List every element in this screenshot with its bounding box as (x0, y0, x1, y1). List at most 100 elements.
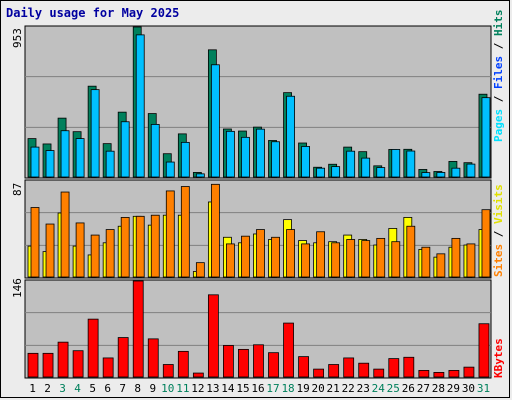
x-tick-label: 18 (281, 382, 295, 395)
x-tick-label: 12 (191, 382, 205, 395)
kbytes-bar (27, 352, 39, 378)
sites-bar (105, 229, 115, 278)
visits-max-label: 87 (11, 182, 24, 196)
files-bar (391, 149, 401, 178)
legend-pages: Pages (492, 108, 505, 142)
kbytes-bar (283, 322, 294, 378)
x-tick-label: 29 (446, 382, 461, 395)
files-bar (165, 161, 175, 178)
x-tick-label: 30 (461, 382, 476, 395)
files-bar (45, 150, 55, 178)
hits-max-label: 953 (11, 28, 24, 48)
files-bar (241, 136, 250, 178)
sites-bar (391, 241, 401, 278)
sites-bar (195, 262, 205, 278)
kbytes-bar (117, 337, 129, 378)
x-tick-label: 3 (59, 382, 66, 395)
kbytes-bar (238, 348, 249, 378)
legend-sep-1: / (492, 89, 505, 109)
kbytes-bar (162, 364, 174, 378)
sites-bar (436, 253, 446, 278)
x-tick-label: 24 (371, 382, 385, 395)
kbytes-bar (433, 371, 445, 378)
sites-bar (30, 207, 40, 278)
x-tick-label: 23 (356, 382, 370, 395)
kbytes-bar (72, 350, 84, 378)
kbytes-bar (343, 357, 355, 378)
sites-bar (75, 222, 85, 278)
kbytes-bar (177, 350, 189, 378)
x-tick-label: 13 (206, 382, 220, 395)
sites-bar (90, 234, 100, 278)
files-bar (256, 128, 265, 178)
x-tick-label: 26 (401, 382, 415, 395)
kbytes-bar (373, 368, 385, 378)
sites-bar (451, 237, 461, 278)
legend-sites: Sites (492, 243, 505, 277)
sites-bar (286, 229, 295, 278)
x-tick-label: 28 (431, 382, 445, 395)
visits-sites-legend: Sites / Visits (492, 184, 505, 277)
sites-bar (376, 237, 386, 278)
files-bar (90, 89, 100, 178)
sites-bar (271, 236, 280, 278)
kbytes-bar (313, 368, 325, 378)
sites-bar (481, 209, 491, 278)
files-bar (271, 141, 280, 178)
files-bar (331, 166, 341, 178)
kbytes-bar (192, 372, 204, 378)
x-tick-label: 15 (236, 382, 250, 395)
sites-bar (421, 246, 431, 278)
x-tick-label: 16 (251, 382, 265, 395)
kbytes-bar (268, 352, 279, 378)
files-bar (210, 64, 220, 178)
files-bar (150, 124, 160, 178)
kbytes-bar (448, 370, 460, 378)
x-tick-label: 9 (149, 382, 157, 395)
sites-bar (135, 215, 145, 278)
sites-bar (316, 231, 326, 278)
files-bar (376, 167, 386, 178)
files-bar (195, 173, 205, 178)
sites-bar (406, 225, 416, 278)
hits-files-pages-legend: Pages / Files / Hits (492, 10, 505, 143)
x-tick-label: 21 (326, 382, 340, 395)
sites-bar (331, 242, 341, 278)
legend-files: Files (492, 55, 505, 89)
kbytes-legend: KBytes (492, 338, 505, 378)
sites-bar (120, 217, 130, 278)
x-tick-label: 1 (29, 382, 36, 395)
kbytes-bar (358, 362, 370, 378)
files-bar (75, 138, 85, 178)
kbytes-bar (403, 356, 415, 378)
x-tick-label: 7 (119, 382, 127, 395)
files-bar (226, 130, 235, 178)
files-bar (180, 141, 190, 178)
files-bar (466, 163, 476, 178)
kbytes-bar (418, 370, 430, 378)
kbytes-bar (463, 366, 475, 378)
x-tick-label: 2 (44, 382, 51, 395)
kbytes-max-label: 146 (11, 278, 24, 298)
files-bar (421, 172, 431, 178)
x-tick-label: 10 (161, 382, 175, 395)
x-tick-label: 4 (74, 382, 81, 395)
sites-bar (165, 190, 175, 278)
sites-bar (241, 235, 250, 278)
legend-visits: Visits (492, 184, 505, 224)
x-axis-labels: 1 2 3 4 5 6 7 8 9 10 11 12 13 14 15 16 17 18 19 20 21 22 23 24 2… (0, 382, 512, 396)
files-bar (105, 150, 115, 178)
kbytes-bar (147, 338, 159, 378)
files-bar (451, 167, 461, 178)
kbytes-bar (102, 357, 114, 378)
files-bar (406, 150, 416, 178)
kbytes-bar (57, 341, 69, 378)
files-bar (135, 34, 145, 178)
sites-bar (226, 243, 235, 278)
kbytes-bar (253, 344, 264, 378)
x-tick-label: 14 (221, 382, 235, 395)
legend-sep-3: / (492, 224, 505, 244)
x-tick-label: 8 (134, 382, 142, 395)
sites-bar (301, 243, 310, 278)
